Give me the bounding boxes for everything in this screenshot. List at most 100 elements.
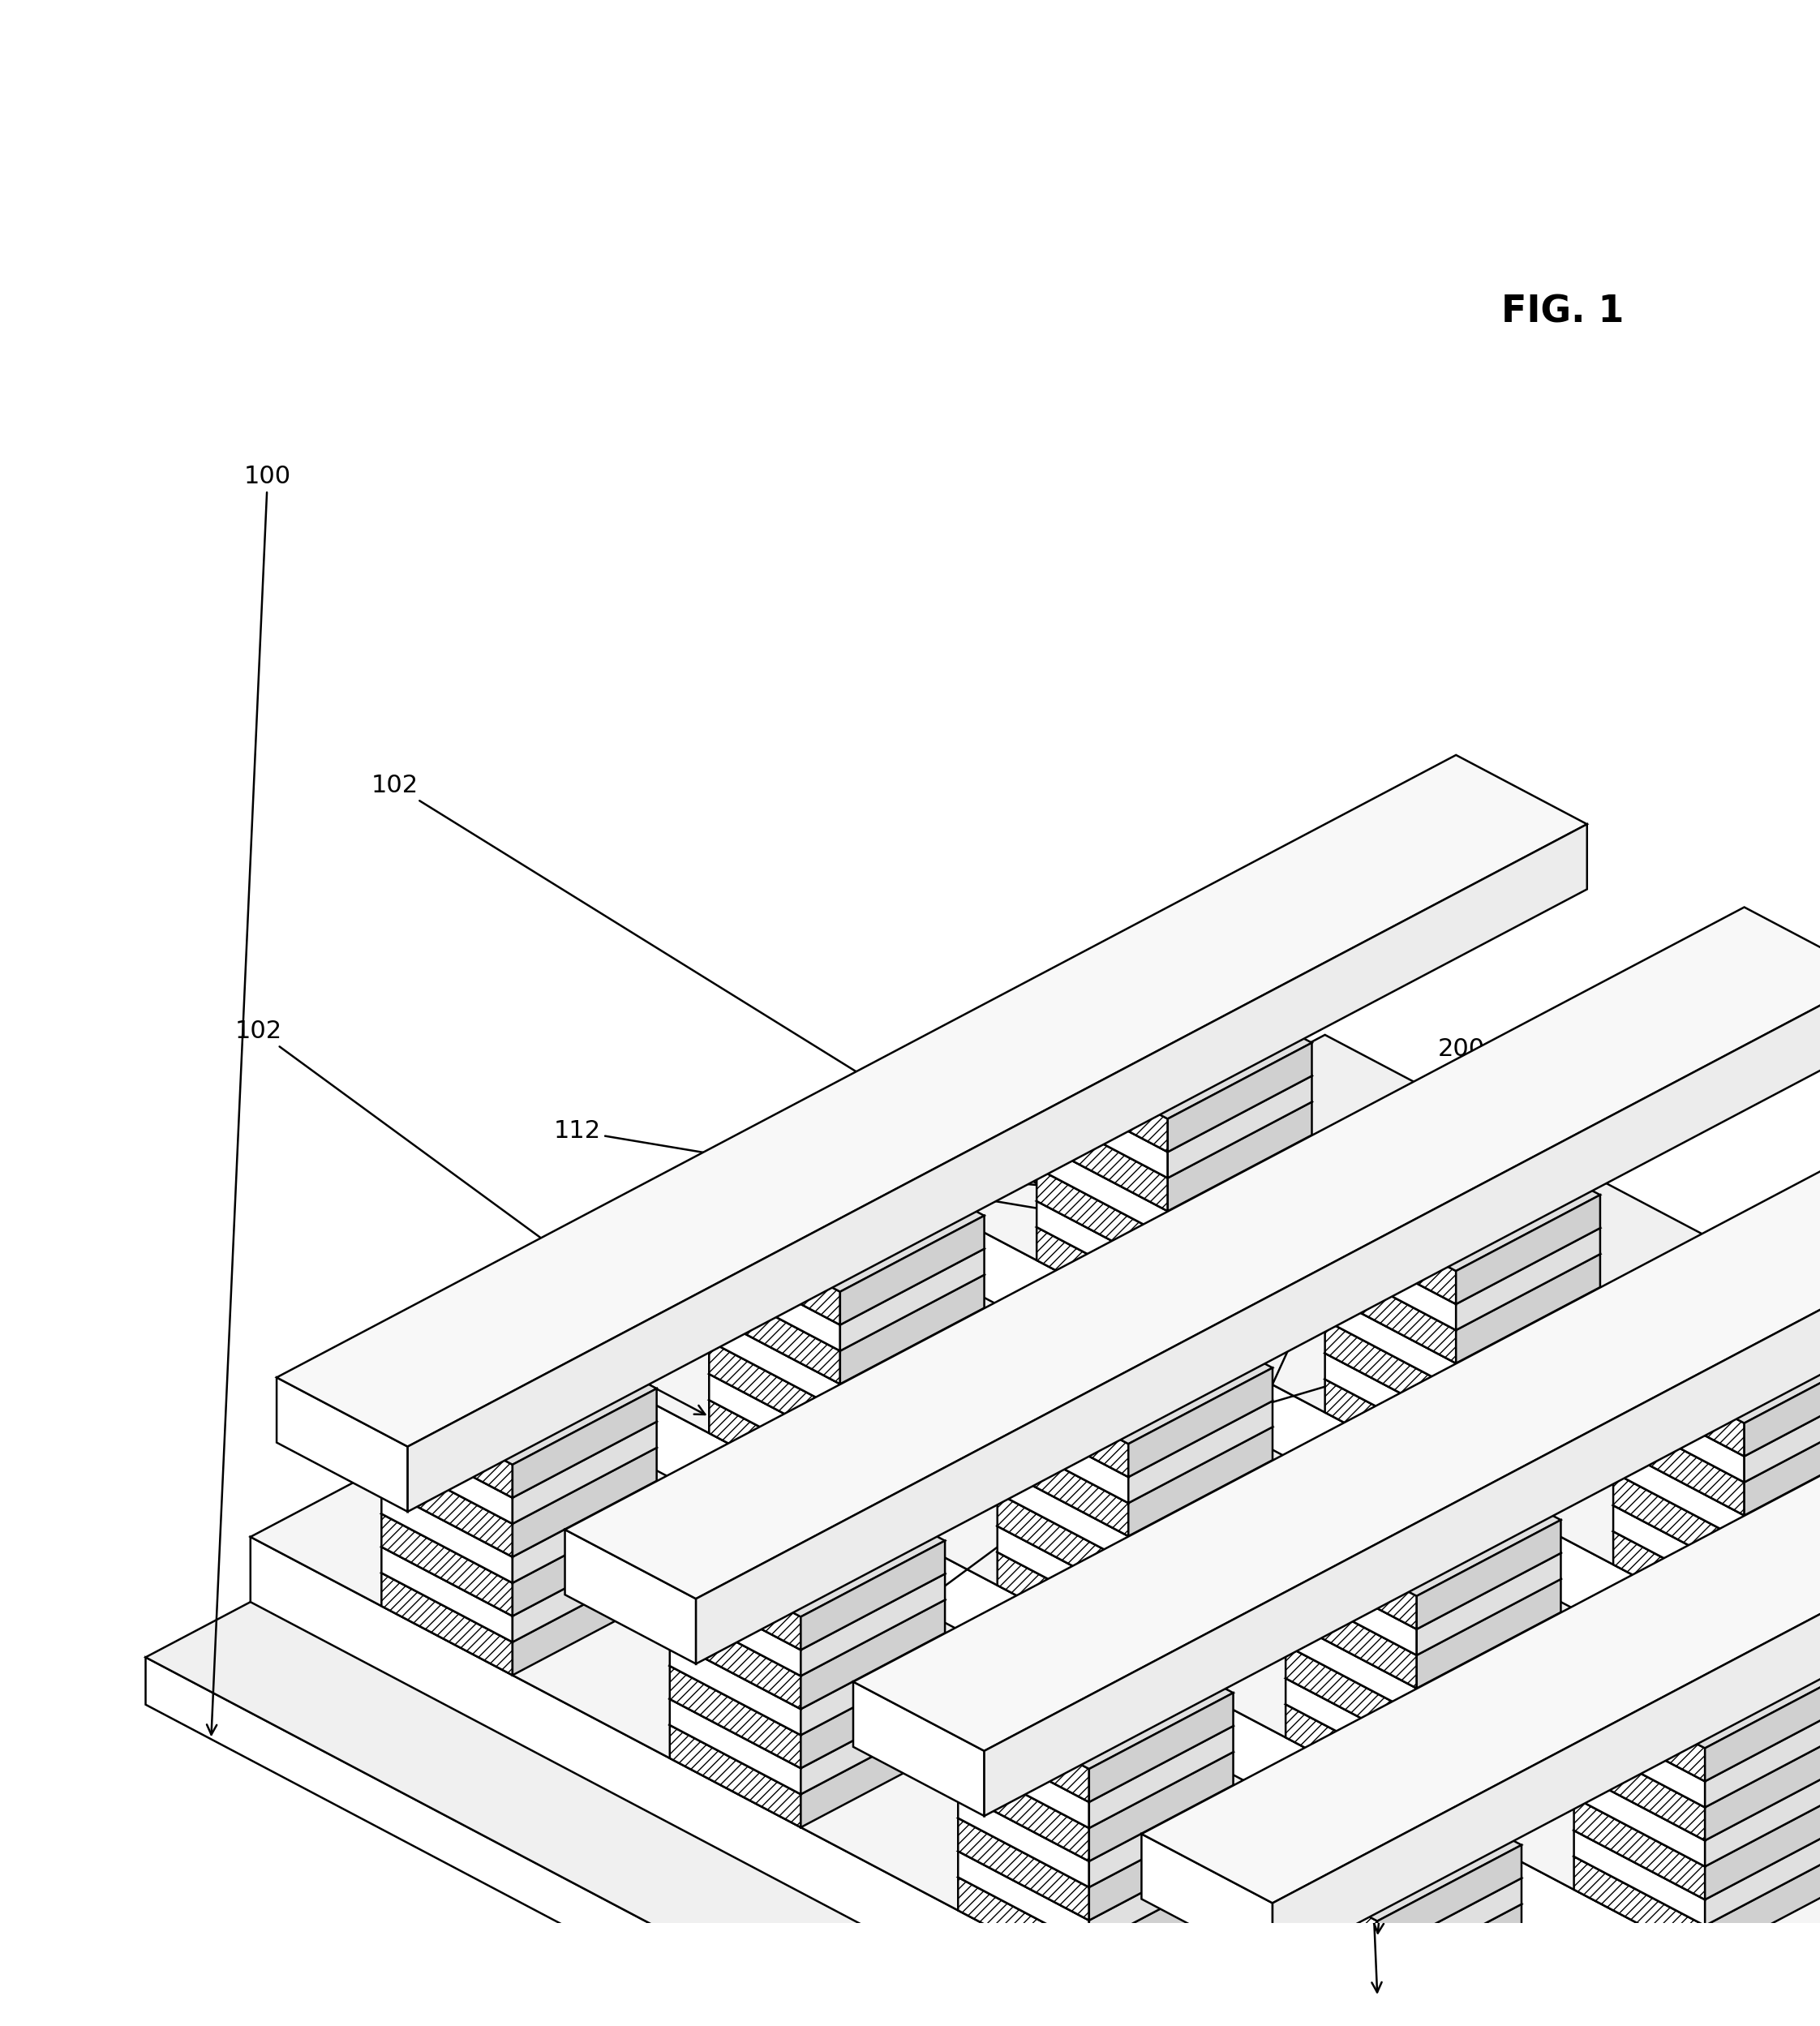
Polygon shape — [957, 1742, 1234, 1888]
Text: 112: 112 — [490, 1301, 704, 1414]
Polygon shape — [957, 1801, 1234, 1947]
Polygon shape — [1456, 1254, 1600, 1363]
Polygon shape — [841, 1394, 985, 1503]
Polygon shape — [670, 1700, 801, 1795]
Polygon shape — [1574, 1722, 1820, 1866]
Polygon shape — [513, 1540, 657, 1643]
Polygon shape — [1037, 1007, 1312, 1153]
Polygon shape — [1613, 1337, 1820, 1483]
Polygon shape — [997, 1357, 1272, 1503]
Polygon shape — [957, 1793, 1088, 1888]
Polygon shape — [1285, 1544, 1562, 1688]
Polygon shape — [513, 1507, 657, 1617]
Polygon shape — [710, 1299, 985, 1443]
Polygon shape — [957, 1716, 1234, 1862]
Polygon shape — [841, 1309, 985, 1410]
Polygon shape — [1247, 1868, 1522, 2014]
Polygon shape — [1378, 1996, 1522, 2026]
Polygon shape — [1744, 1499, 1820, 1601]
Polygon shape — [1705, 1732, 1820, 1840]
Text: 114: 114 — [850, 1325, 1531, 1532]
Polygon shape — [1613, 1396, 1820, 1542]
Polygon shape — [513, 1481, 657, 1582]
Polygon shape — [146, 1035, 1820, 2026]
Polygon shape — [1456, 1195, 1600, 1305]
Polygon shape — [1574, 1712, 1705, 1807]
Polygon shape — [277, 1378, 408, 1511]
Polygon shape — [382, 1438, 657, 1582]
Polygon shape — [997, 1376, 1128, 1477]
Polygon shape — [1141, 1834, 1272, 1967]
Polygon shape — [710, 1264, 985, 1410]
Polygon shape — [1285, 1560, 1416, 1655]
Polygon shape — [1037, 1143, 1168, 1238]
Polygon shape — [1416, 1520, 1562, 1629]
Polygon shape — [1416, 1698, 1562, 1807]
Polygon shape — [1613, 1388, 1744, 1483]
Polygon shape — [997, 1477, 1272, 1621]
Polygon shape — [1168, 1043, 1312, 1153]
Polygon shape — [710, 1315, 841, 1410]
Polygon shape — [801, 1540, 945, 1649]
Polygon shape — [1088, 1726, 1234, 1827]
Polygon shape — [710, 1400, 841, 1503]
Polygon shape — [695, 977, 1820, 1663]
Polygon shape — [1285, 1704, 1416, 1807]
Polygon shape — [1285, 1483, 1562, 1629]
Text: 118: 118 — [1014, 1007, 1689, 1550]
Polygon shape — [1037, 1201, 1168, 1297]
Polygon shape — [1168, 1161, 1312, 1270]
Polygon shape — [997, 1392, 1272, 1536]
Polygon shape — [1128, 1368, 1272, 1477]
Text: 200: 200 — [1090, 1151, 1398, 1781]
Polygon shape — [670, 1590, 945, 1734]
Polygon shape — [957, 1852, 1088, 1947]
Polygon shape — [801, 1718, 945, 1827]
Polygon shape — [670, 1505, 945, 1649]
Polygon shape — [1378, 1963, 1522, 2026]
Polygon shape — [1705, 1850, 1820, 1959]
Polygon shape — [1574, 1738, 1705, 1840]
Polygon shape — [1574, 1797, 1705, 1900]
Text: 112: 112 — [1088, 1297, 1279, 1840]
Polygon shape — [801, 1659, 945, 1769]
Polygon shape — [710, 1282, 841, 1384]
Polygon shape — [1705, 1671, 1820, 1781]
Polygon shape — [997, 1451, 1272, 1594]
Polygon shape — [1285, 1603, 1562, 1748]
Polygon shape — [1247, 1777, 1522, 1921]
Polygon shape — [513, 1388, 657, 1497]
Polygon shape — [854, 1060, 1820, 1750]
Polygon shape — [408, 825, 1587, 1511]
Polygon shape — [1744, 1347, 1820, 1457]
Polygon shape — [1325, 1295, 1456, 1390]
Polygon shape — [579, 1363, 1758, 2026]
Text: 102: 102 — [371, 774, 1039, 1185]
Polygon shape — [1325, 1185, 1600, 1331]
Polygon shape — [670, 1548, 801, 1649]
Polygon shape — [801, 1692, 945, 1795]
Polygon shape — [1378, 1878, 1522, 1979]
Polygon shape — [382, 1319, 657, 1465]
Polygon shape — [957, 1732, 1088, 1827]
Polygon shape — [1416, 1613, 1562, 1714]
Polygon shape — [1141, 1212, 1820, 1902]
Polygon shape — [1285, 1645, 1416, 1748]
Text: 118: 118 — [1026, 1242, 1316, 1759]
Polygon shape — [710, 1323, 985, 1469]
Polygon shape — [997, 1416, 1272, 1562]
Polygon shape — [1613, 1412, 1744, 1515]
Text: 100: 100 — [207, 464, 291, 1734]
Polygon shape — [841, 1274, 985, 1384]
Polygon shape — [1456, 1372, 1600, 1481]
Polygon shape — [1128, 1426, 1272, 1536]
Polygon shape — [579, 1289, 1820, 1985]
Polygon shape — [1613, 1455, 1820, 1601]
Polygon shape — [957, 1759, 1088, 1862]
Polygon shape — [1758, 1911, 1820, 2026]
Polygon shape — [1613, 1278, 1820, 1422]
Polygon shape — [997, 1526, 1128, 1621]
Polygon shape — [710, 1205, 985, 1351]
Polygon shape — [1456, 1287, 1600, 1390]
Text: 112: 112 — [804, 1408, 1192, 1690]
